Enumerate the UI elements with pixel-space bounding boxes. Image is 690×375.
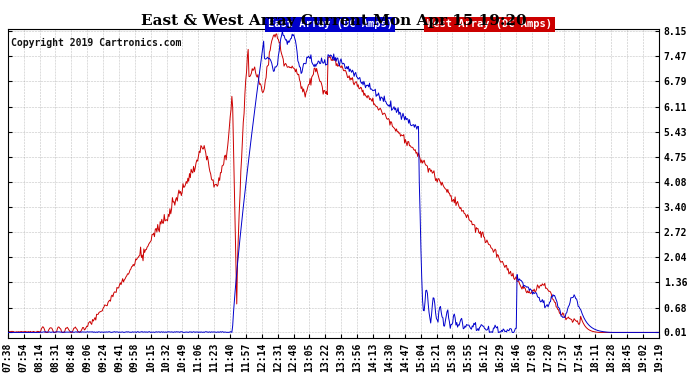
Title: East & West Array Current Mon Apr 15 19:20: East & West Array Current Mon Apr 15 19:… [141, 14, 526, 28]
Text: Copyright 2019 Cartronics.com: Copyright 2019 Cartronics.com [11, 39, 181, 48]
Text: East Array (DC Amps): East Array (DC Amps) [268, 19, 393, 29]
Text: West Array (DC Amps): West Array (DC Amps) [427, 19, 552, 29]
